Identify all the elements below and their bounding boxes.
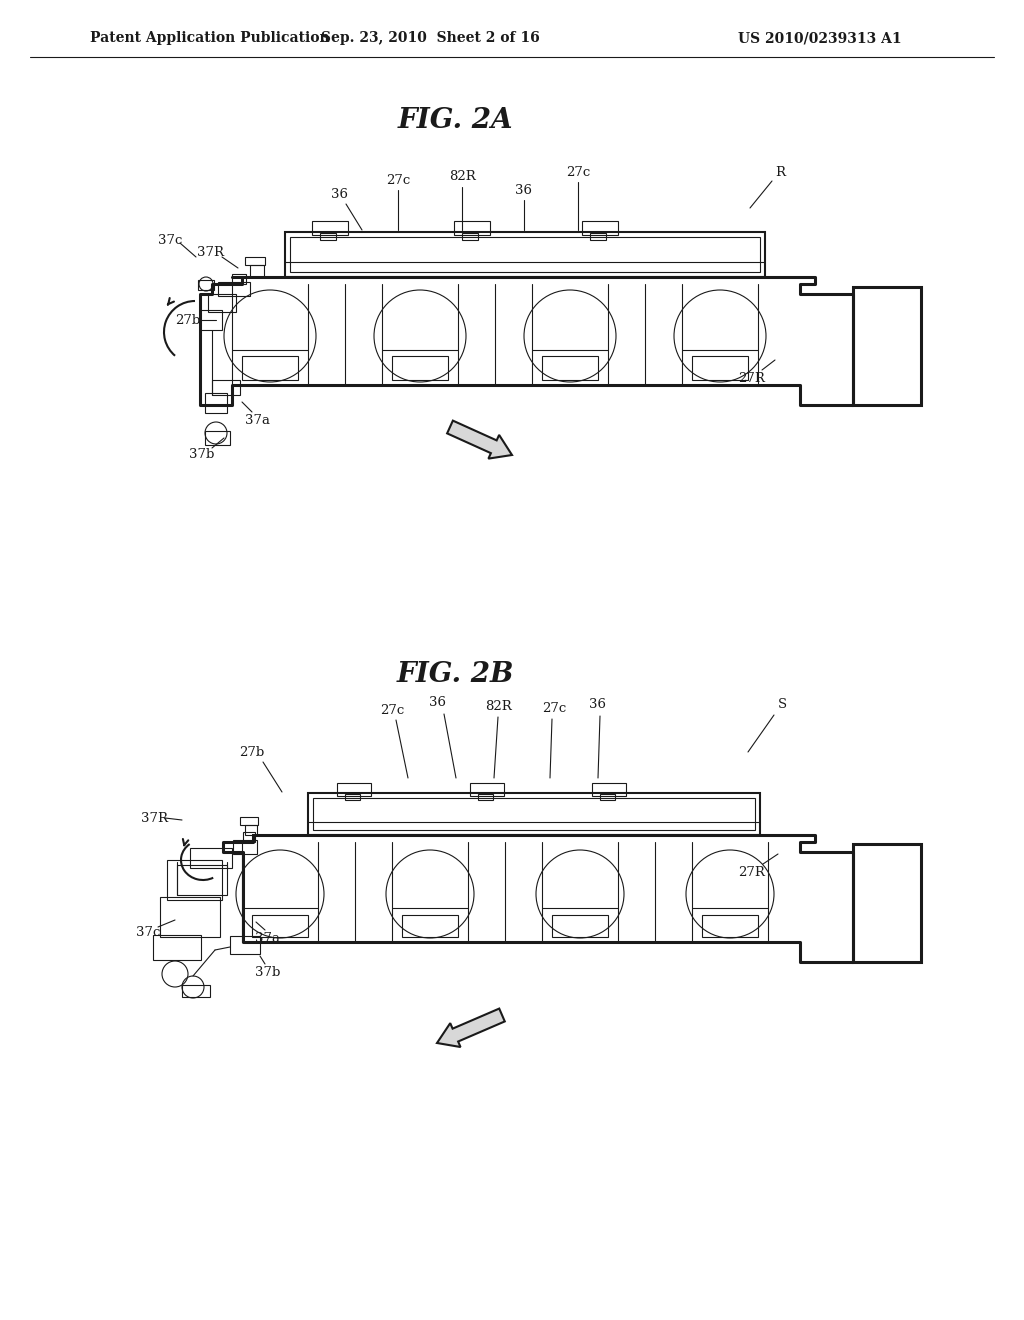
Text: 37b: 37b: [255, 965, 281, 978]
Bar: [478, 795, 493, 800]
Bar: [532, 350, 608, 385]
Text: 37c: 37c: [136, 925, 160, 939]
Bar: [242, 356, 298, 380]
Bar: [692, 356, 748, 380]
Bar: [590, 234, 606, 240]
Bar: [692, 908, 768, 942]
Bar: [198, 280, 214, 290]
Bar: [592, 783, 626, 796]
FancyArrow shape: [437, 1008, 505, 1047]
Bar: [245, 257, 265, 265]
Text: FIG. 2A: FIG. 2A: [397, 107, 513, 133]
Bar: [470, 783, 504, 796]
Bar: [454, 220, 490, 235]
Text: 27b: 27b: [175, 314, 201, 326]
Text: R: R: [775, 165, 785, 178]
Bar: [285, 232, 765, 277]
Bar: [167, 861, 222, 900]
Bar: [243, 832, 255, 842]
Bar: [542, 908, 618, 942]
Text: 82R: 82R: [449, 170, 475, 183]
Bar: [582, 220, 618, 235]
Bar: [337, 783, 371, 796]
Text: 27c: 27c: [566, 165, 590, 178]
Text: 36: 36: [332, 189, 348, 202]
Bar: [153, 935, 201, 960]
Bar: [345, 795, 360, 800]
Bar: [319, 234, 336, 240]
Bar: [542, 356, 598, 380]
FancyArrow shape: [447, 421, 512, 458]
Bar: [250, 265, 264, 277]
Text: S: S: [777, 698, 786, 711]
Bar: [205, 393, 227, 413]
Text: FIG. 2B: FIG. 2B: [396, 661, 514, 689]
Text: 27c: 27c: [542, 702, 566, 715]
Bar: [245, 825, 257, 836]
Text: 36: 36: [429, 696, 446, 709]
Bar: [160, 898, 220, 937]
Text: 82R: 82R: [484, 700, 511, 713]
Bar: [232, 350, 308, 385]
Bar: [230, 936, 260, 954]
Text: 37a: 37a: [256, 932, 281, 945]
Bar: [182, 985, 210, 997]
Text: 37a: 37a: [246, 413, 270, 426]
Bar: [312, 220, 348, 235]
Bar: [392, 356, 449, 380]
Bar: [208, 294, 236, 312]
Text: 27R: 27R: [738, 866, 765, 879]
Text: 27c: 27c: [386, 173, 411, 186]
Bar: [190, 847, 232, 869]
Bar: [240, 817, 258, 825]
Bar: [702, 915, 758, 937]
Text: US 2010/0239313 A1: US 2010/0239313 A1: [738, 30, 902, 45]
Bar: [600, 795, 615, 800]
Text: 37R: 37R: [197, 246, 223, 259]
Bar: [462, 234, 478, 240]
Bar: [552, 915, 608, 937]
Text: 36: 36: [590, 697, 606, 710]
Bar: [853, 843, 921, 962]
Bar: [218, 282, 250, 296]
Bar: [233, 840, 257, 854]
Bar: [313, 799, 755, 830]
Text: 37b: 37b: [189, 447, 215, 461]
Bar: [177, 865, 227, 895]
Bar: [290, 238, 760, 272]
Bar: [232, 275, 246, 284]
Text: 27R: 27R: [738, 371, 765, 384]
Bar: [205, 432, 230, 445]
Text: 37c: 37c: [158, 234, 182, 247]
Bar: [200, 310, 222, 330]
Text: 27b: 27b: [240, 746, 264, 759]
Text: Sep. 23, 2010  Sheet 2 of 16: Sep. 23, 2010 Sheet 2 of 16: [321, 30, 540, 45]
Bar: [682, 350, 758, 385]
Text: 36: 36: [515, 183, 532, 197]
Bar: [402, 915, 458, 937]
Bar: [853, 286, 921, 405]
Bar: [252, 915, 308, 937]
Bar: [308, 793, 760, 836]
Bar: [382, 350, 458, 385]
Bar: [392, 908, 468, 942]
Text: 27c: 27c: [380, 704, 404, 717]
Bar: [212, 380, 240, 395]
Bar: [242, 908, 318, 942]
Text: Patent Application Publication: Patent Application Publication: [90, 30, 330, 45]
Text: 37R: 37R: [141, 812, 169, 825]
